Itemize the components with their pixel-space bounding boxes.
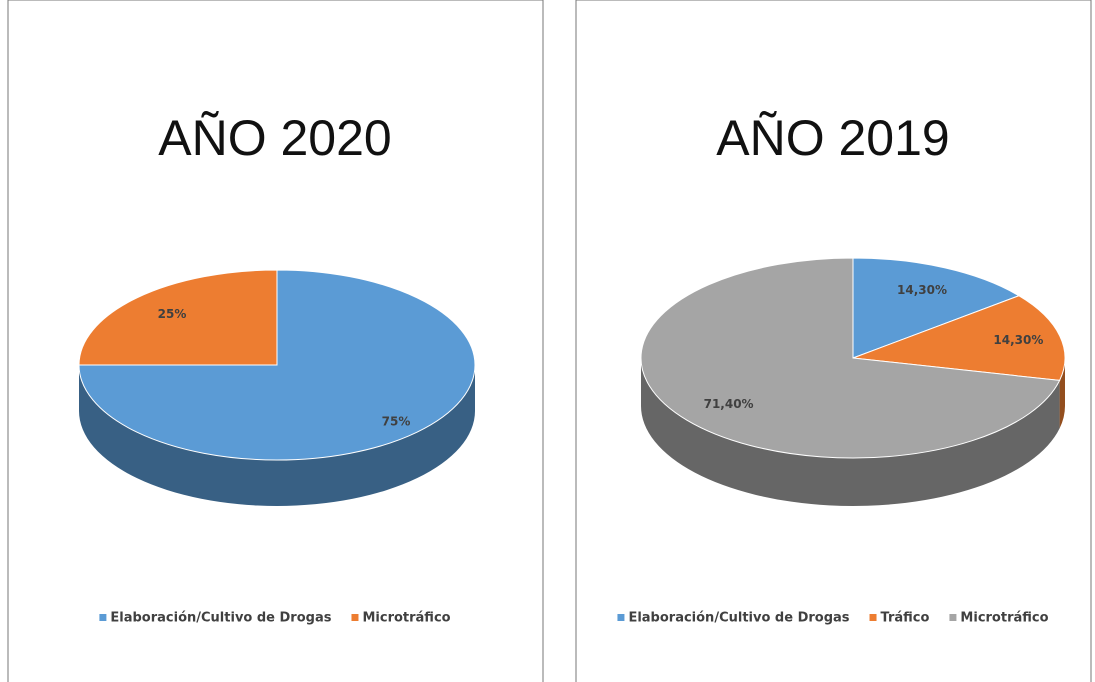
pie-side	[79, 365, 475, 506]
data-label: 71,40%	[704, 397, 754, 411]
data-label: 14,30%	[993, 333, 1043, 347]
legend-label: Microtráfico	[960, 611, 1048, 626]
chart-title: AÑO 2020	[158, 110, 391, 166]
pie-slice	[852, 257, 1021, 359]
legend-label: Tráfico	[881, 611, 930, 626]
pie-slice	[640, 257, 1061, 459]
pie-slice	[78, 269, 476, 461]
data-label: 75%	[382, 415, 411, 429]
legend-label: Elaboración/Cultivo de Drogas	[628, 611, 849, 626]
legend-label: Microtráfico	[362, 611, 450, 626]
data-label: 25%	[158, 307, 187, 321]
pie-slice	[78, 269, 278, 366]
data-label: 14,30%	[897, 283, 947, 297]
pie-side	[641, 358, 1060, 507]
legend-marker	[99, 614, 107, 621]
chart-title: AÑO 2019	[716, 110, 949, 166]
legend-marker	[617, 614, 625, 621]
legend-marker	[869, 614, 877, 621]
legend-marker	[351, 614, 359, 621]
legend-marker	[949, 614, 957, 621]
legend-label: Elaboración/Cultivo de Drogas	[110, 611, 331, 626]
pie-side	[1059, 358, 1065, 429]
pie-slice	[852, 295, 1066, 381]
